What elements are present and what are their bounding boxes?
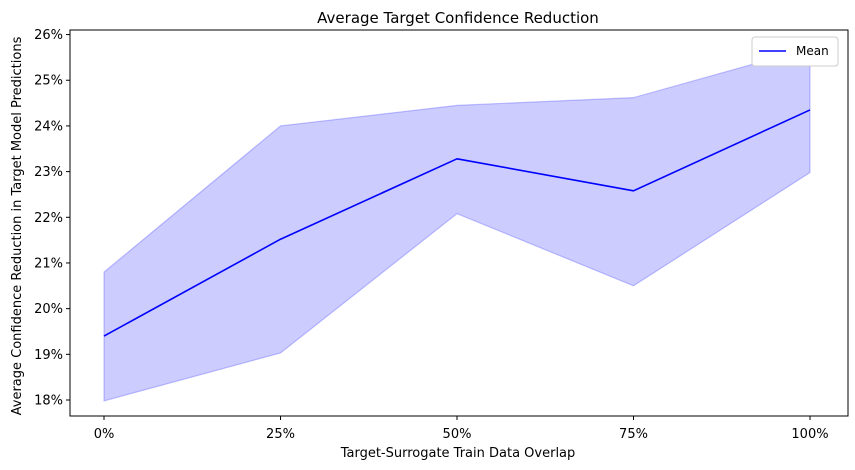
y-tick-label: 18% xyxy=(34,394,63,409)
y-axis-title: Average Confidence Reduction in Target M… xyxy=(10,36,25,415)
legend-label-mean: Mean xyxy=(796,44,829,58)
x-tick-label: 25% xyxy=(266,427,295,442)
confidence-band xyxy=(103,47,811,402)
y-tick-label: 24% xyxy=(34,119,63,134)
y-tick-label: 25% xyxy=(34,74,63,89)
x-tick-label: 50% xyxy=(443,427,472,442)
series-line-mean xyxy=(103,109,811,337)
y-tick-label: 22% xyxy=(34,211,63,226)
legend: Mean xyxy=(751,36,839,67)
x-tick-label: 100% xyxy=(791,427,828,442)
axis-ticks: 18% 19% 20% 21% 22% 23% 24% 25% 26% 0% 25% 50% 75% 10… xyxy=(34,28,828,442)
plot-frame xyxy=(69,29,849,417)
y-tick-label: 23% xyxy=(34,165,63,180)
y-tick-label: 21% xyxy=(34,256,63,271)
y-tick-label: 20% xyxy=(34,302,63,317)
chart-title: Average Target Confidence Reduction xyxy=(317,9,599,27)
x-tick-label: 75% xyxy=(619,427,648,442)
y-tick-label: 19% xyxy=(34,348,63,363)
x-tick-label: 0% xyxy=(94,427,115,442)
x-axis-title: Target-Surrogate Train Data Overlap xyxy=(340,446,576,461)
plot-area xyxy=(69,29,849,417)
legend-box xyxy=(751,36,839,67)
y-tick-label: 26% xyxy=(34,28,63,43)
